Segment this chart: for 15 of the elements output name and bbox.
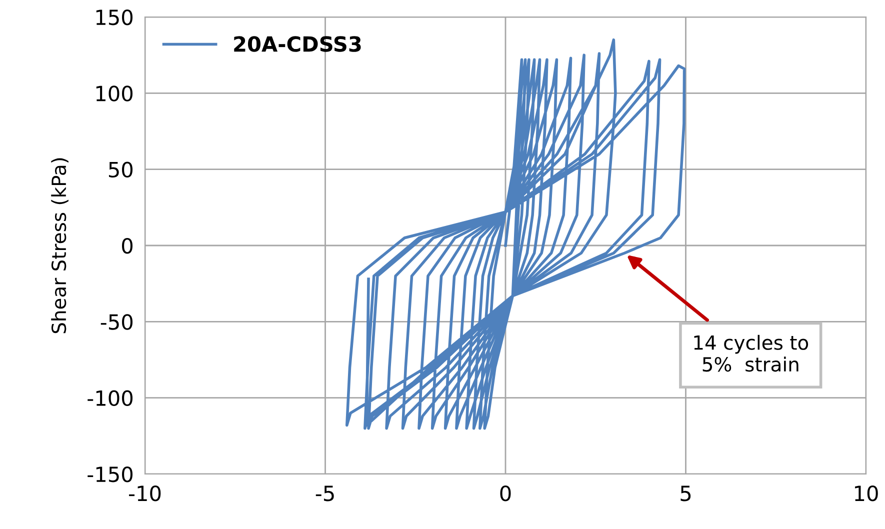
y-tick-label: -150 [88,466,133,482]
y-tick-label: 50 [108,162,133,178]
x-tick-label: 0 [500,485,511,502]
x-tick-label: -5 [316,486,334,502]
legend-label: 20A-CDSS3 [234,36,361,52]
annotation: 14 cycles to 5% strain [694,334,808,372]
y-tick-label: -50 [100,314,133,330]
y-axis-title: Shear Stress (kPa) [51,158,68,334]
y-tick-label: 150 [96,9,133,26]
y-tick-label: 0 [122,238,133,254]
x-tick-label: 5 [680,486,691,502]
y-tick-label: 100 [96,86,133,102]
y-tick-label: -100 [88,390,133,406]
x-tick-label: 10 [855,485,878,502]
x-tick-label: -10 [129,485,161,502]
